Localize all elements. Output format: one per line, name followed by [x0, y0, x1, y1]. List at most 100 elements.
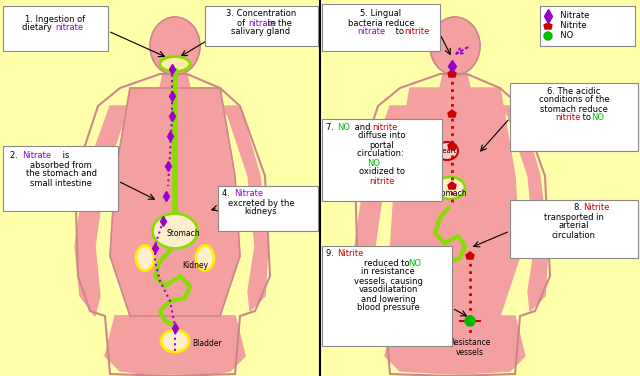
Text: kidneys: kidneys: [244, 208, 277, 217]
Circle shape: [544, 32, 552, 40]
Polygon shape: [220, 106, 268, 311]
Ellipse shape: [152, 214, 198, 249]
Polygon shape: [466, 317, 474, 324]
FancyBboxPatch shape: [322, 119, 442, 201]
Text: portal: portal: [370, 141, 394, 150]
Text: arterial: arterial: [559, 221, 589, 230]
Text: is: is: [60, 152, 69, 161]
Ellipse shape: [136, 246, 154, 270]
Ellipse shape: [430, 17, 480, 75]
Text: nitrate: nitrate: [248, 18, 276, 27]
Polygon shape: [448, 142, 456, 149]
Ellipse shape: [436, 142, 458, 160]
Text: NO: NO: [337, 123, 350, 132]
Text: 9.: 9.: [326, 250, 337, 259]
Text: NO: NO: [367, 159, 380, 167]
Text: Nitrate: Nitrate: [234, 190, 263, 199]
Text: 5. Lingual: 5. Lingual: [360, 9, 401, 18]
Ellipse shape: [196, 246, 214, 270]
Text: the stomach and: the stomach and: [26, 170, 97, 179]
Polygon shape: [390, 88, 520, 316]
Polygon shape: [466, 252, 474, 259]
Text: NO: NO: [555, 32, 573, 41]
Text: to: to: [580, 114, 594, 123]
Polygon shape: [160, 74, 190, 88]
Ellipse shape: [161, 330, 189, 352]
Polygon shape: [105, 316, 245, 374]
Text: Heart: Heart: [437, 148, 457, 154]
Text: transported in: transported in: [544, 212, 604, 221]
Text: vasodilatation: vasodilatation: [358, 285, 418, 294]
Text: diffuse into: diffuse into: [358, 132, 406, 141]
Text: Nitrite: Nitrite: [337, 250, 364, 259]
Text: oxidized to: oxidized to: [359, 167, 405, 176]
Polygon shape: [175, 316, 245, 374]
Polygon shape: [440, 74, 470, 88]
Text: Nitrite: Nitrite: [555, 21, 587, 30]
Ellipse shape: [150, 17, 200, 75]
Text: salivary gland: salivary gland: [232, 27, 291, 36]
Polygon shape: [448, 70, 456, 77]
Polygon shape: [385, 316, 525, 374]
Text: Nitrate: Nitrate: [555, 12, 589, 21]
FancyBboxPatch shape: [322, 246, 452, 346]
Text: stomach reduce: stomach reduce: [540, 105, 608, 114]
Text: reduced to: reduced to: [364, 259, 412, 267]
Text: and lowering: and lowering: [360, 294, 415, 303]
Text: Stomach: Stomach: [166, 229, 200, 238]
Text: 4.: 4.: [222, 190, 232, 199]
Text: Resistance
vessels: Resistance vessels: [449, 338, 491, 358]
Polygon shape: [544, 23, 552, 29]
Text: in resistance: in resistance: [361, 267, 415, 276]
Text: bacteria reduce: bacteria reduce: [348, 18, 414, 27]
Text: Stomach: Stomach: [433, 190, 467, 199]
Text: dietary: dietary: [22, 23, 55, 32]
Text: Nitrate: Nitrate: [22, 152, 51, 161]
Text: nitrite: nitrite: [372, 123, 397, 132]
Text: nitrate: nitrate: [55, 23, 83, 32]
Text: NO: NO: [591, 114, 604, 123]
Text: in the: in the: [265, 18, 292, 27]
Text: to: to: [393, 27, 406, 36]
Ellipse shape: [160, 56, 190, 71]
FancyBboxPatch shape: [205, 6, 318, 46]
Polygon shape: [448, 182, 456, 189]
Text: and: and: [352, 123, 373, 132]
Polygon shape: [448, 110, 456, 117]
Polygon shape: [355, 106, 410, 316]
Text: small intestine: small intestine: [30, 179, 92, 188]
Ellipse shape: [402, 170, 434, 192]
FancyBboxPatch shape: [510, 83, 638, 151]
FancyBboxPatch shape: [218, 186, 318, 231]
Text: circulation:: circulation:: [357, 150, 406, 159]
Text: 2.: 2.: [10, 152, 20, 161]
Text: absorbed from: absorbed from: [30, 161, 92, 170]
Text: 3. Concentration: 3. Concentration: [226, 9, 296, 18]
FancyBboxPatch shape: [3, 6, 108, 51]
Polygon shape: [112, 316, 170, 374]
FancyBboxPatch shape: [3, 146, 118, 211]
Ellipse shape: [435, 177, 465, 199]
Text: blood pressure: blood pressure: [356, 303, 419, 312]
FancyBboxPatch shape: [540, 6, 635, 46]
Text: NO: NO: [408, 259, 421, 267]
Circle shape: [413, 176, 423, 186]
Text: Liver: Liver: [408, 176, 428, 185]
Text: 1. Ingestion of: 1. Ingestion of: [25, 15, 85, 23]
Text: Nitrite: Nitrite: [583, 203, 609, 212]
Polygon shape: [110, 88, 240, 316]
FancyBboxPatch shape: [510, 200, 638, 258]
Text: 8.: 8.: [574, 203, 584, 212]
Text: vessels, causing: vessels, causing: [353, 276, 422, 285]
Text: conditions of the: conditions of the: [539, 96, 609, 105]
Polygon shape: [75, 106, 130, 316]
Text: 7.: 7.: [326, 123, 337, 132]
Text: excreted by the: excreted by the: [228, 199, 294, 208]
Text: nitrite: nitrite: [404, 27, 429, 36]
Text: Kidney: Kidney: [182, 261, 208, 270]
Text: of: of: [237, 18, 248, 27]
FancyBboxPatch shape: [322, 4, 440, 51]
Text: 6. The acidic: 6. The acidic: [547, 86, 601, 96]
Text: circulation: circulation: [552, 230, 596, 240]
Text: nitrite: nitrite: [555, 114, 580, 123]
